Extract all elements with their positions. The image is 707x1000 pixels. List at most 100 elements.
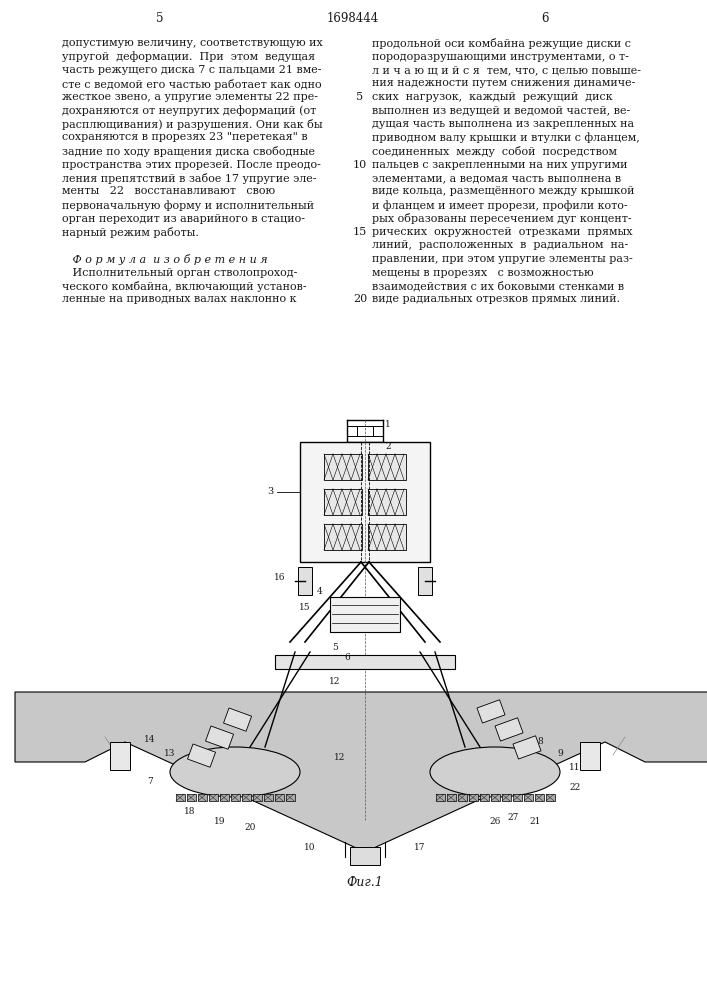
Bar — [513, 794, 522, 801]
Polygon shape — [15, 692, 707, 852]
Text: 15: 15 — [353, 227, 367, 237]
Text: 6: 6 — [344, 652, 350, 662]
Text: ских  нагрузок,  каждый  режущий  диск: ских нагрузок, каждый режущий диск — [372, 92, 613, 102]
Text: расплющивания) и разрушения. Они как бы: расплющивания) и разрушения. Они как бы — [62, 119, 322, 130]
Text: 4: 4 — [317, 587, 323, 596]
Text: виде кольца, размещённого между крышкой: виде кольца, размещённого между крышкой — [372, 186, 634, 196]
Bar — [350, 847, 380, 865]
Text: 12: 12 — [329, 678, 341, 686]
Text: 14: 14 — [144, 736, 156, 744]
Bar — [546, 794, 554, 801]
Ellipse shape — [170, 747, 300, 797]
Text: 11: 11 — [569, 762, 580, 772]
Text: виде радиальных отрезков прямых линий.: виде радиальных отрезков прямых линий. — [372, 294, 620, 304]
Bar — [242, 794, 250, 801]
Bar — [447, 794, 455, 801]
Text: л и ч а ю щ и й с я  тем, что, с целью повыше-: л и ч а ю щ и й с я тем, что, с целью по… — [372, 65, 641, 75]
Text: Фиг.1: Фиг.1 — [346, 876, 383, 888]
Text: пальцев с закрепленными на них упругими: пальцев с закрепленными на них упругими — [372, 159, 628, 169]
Text: 8: 8 — [537, 738, 543, 746]
Bar — [324, 489, 362, 515]
Text: приводном валу крышки и втулки с фланцем,: приводном валу крышки и втулки с фланцем… — [372, 132, 640, 143]
Text: 15: 15 — [299, 602, 311, 611]
Text: мещены в прорезях   с возможностью: мещены в прорезях с возможностью — [372, 267, 594, 277]
Text: и фланцем и имеет прорези, профили кото-: и фланцем и имеет прорези, профили кото- — [372, 200, 628, 211]
Text: выполнен из ведущей и ведомой частей, ве-: выполнен из ведущей и ведомой частей, ве… — [372, 105, 630, 115]
Text: 22: 22 — [569, 782, 580, 792]
Bar — [436, 794, 445, 801]
Text: 17: 17 — [414, 842, 426, 852]
Text: 5: 5 — [332, 643, 338, 652]
Text: рических  окружностей  отрезками  прямых: рических окружностей отрезками прямых — [372, 227, 633, 237]
Text: продольной оси комбайна режущие диски с: продольной оси комбайна режущие диски с — [372, 38, 631, 49]
Bar — [580, 742, 600, 770]
Text: 10: 10 — [353, 159, 367, 169]
Text: линий,  расположенных  в  радиальном  на-: линий, расположенных в радиальном на- — [372, 240, 629, 250]
Bar — [523, 794, 532, 801]
Text: 16: 16 — [274, 572, 286, 582]
Text: взаимодействия с их боковыми стенками в: взаимодействия с их боковыми стенками в — [372, 281, 624, 292]
Text: 6: 6 — [542, 11, 549, 24]
Text: 13: 13 — [164, 750, 175, 758]
Bar — [175, 794, 185, 801]
Bar — [300, 442, 430, 562]
Text: пространства этих прорезей. После преодо-: пространства этих прорезей. После преодо… — [62, 159, 321, 169]
Text: 19: 19 — [214, 818, 226, 826]
Bar — [209, 794, 218, 801]
Text: первоначальную форму и исполнительный: первоначальную форму и исполнительный — [62, 200, 314, 211]
Bar — [457, 794, 467, 801]
Text: орган переходит из аварийного в стацио-: орган переходит из аварийного в стацио- — [62, 214, 305, 224]
Text: сте с ведомой его частью работает как одно: сте с ведомой его частью работает как од… — [62, 79, 322, 90]
Text: 5: 5 — [156, 11, 164, 24]
Bar — [197, 794, 206, 801]
Bar — [479, 794, 489, 801]
Text: 9: 9 — [557, 750, 563, 758]
Bar — [187, 794, 196, 801]
Text: менты   22   восстанавливают   свою: менты 22 восстанавливают свою — [62, 186, 275, 196]
Bar — [513, 736, 541, 759]
Text: 5: 5 — [356, 92, 363, 102]
Text: дущая часть выполнена из закрепленных на: дущая часть выполнена из закрепленных на — [372, 119, 634, 129]
Text: 1: 1 — [385, 420, 391, 429]
Text: сохраняются в прорезях 23 "перетекая" в: сохраняются в прорезях 23 "перетекая" в — [62, 132, 308, 142]
Bar — [298, 567, 312, 595]
Text: Ф о р м у л а  и з о б р е т е н и я: Ф о р м у л а и з о б р е т е н и я — [62, 254, 268, 265]
Text: упругой  деформации.  При  этом  ведущая: упругой деформации. При этом ведущая — [62, 51, 315, 62]
Text: ческого комбайна, включающий установ-: ческого комбайна, включающий установ- — [62, 281, 307, 292]
Bar — [477, 700, 505, 723]
Bar — [230, 794, 240, 801]
Bar — [418, 567, 432, 595]
Bar — [275, 655, 455, 669]
Text: задние по ходу вращения диска свободные: задние по ходу вращения диска свободные — [62, 146, 315, 157]
Bar — [469, 794, 477, 801]
Text: ния надежности путем снижения динамиче-: ния надежности путем снижения динамиче- — [372, 79, 636, 89]
Text: 12: 12 — [334, 752, 346, 762]
Text: нарный режим работы.: нарный режим работы. — [62, 227, 199, 238]
Text: 10: 10 — [304, 842, 316, 852]
Bar — [223, 708, 252, 731]
Bar — [368, 489, 406, 515]
Bar — [219, 794, 228, 801]
Text: соединенных  между  собой  посредством: соединенных между собой посредством — [372, 146, 617, 157]
Text: рых образованы пересечением дуг концент-: рых образованы пересечением дуг концент- — [372, 214, 631, 225]
Bar — [324, 524, 362, 550]
Text: 7: 7 — [147, 778, 153, 786]
Text: допустимую величину, соответствующую их: допустимую величину, соответствующую их — [62, 38, 323, 48]
Text: 1698444: 1698444 — [327, 11, 379, 24]
Text: 3: 3 — [267, 488, 273, 496]
Text: 20: 20 — [353, 294, 367, 304]
Text: 20: 20 — [245, 822, 256, 832]
Text: 18: 18 — [185, 808, 196, 816]
Bar — [274, 794, 284, 801]
Bar — [324, 454, 362, 480]
Bar — [368, 454, 406, 480]
Text: правлении, при этом упругие элементы раз-: правлении, при этом упругие элементы раз… — [372, 254, 633, 264]
Text: Исполнительный орган стволопроход-: Исполнительный орган стволопроход- — [62, 267, 298, 277]
Text: 27: 27 — [508, 812, 519, 822]
Bar — [330, 597, 400, 632]
Bar — [187, 744, 216, 767]
Bar — [264, 794, 272, 801]
Text: жесткое звено, а упругие элементы 22 пре-: жесткое звено, а упругие элементы 22 пре… — [62, 92, 318, 102]
Bar — [286, 794, 295, 801]
Text: элементами, а ведомая часть выполнена в: элементами, а ведомая часть выполнена в — [372, 173, 621, 183]
